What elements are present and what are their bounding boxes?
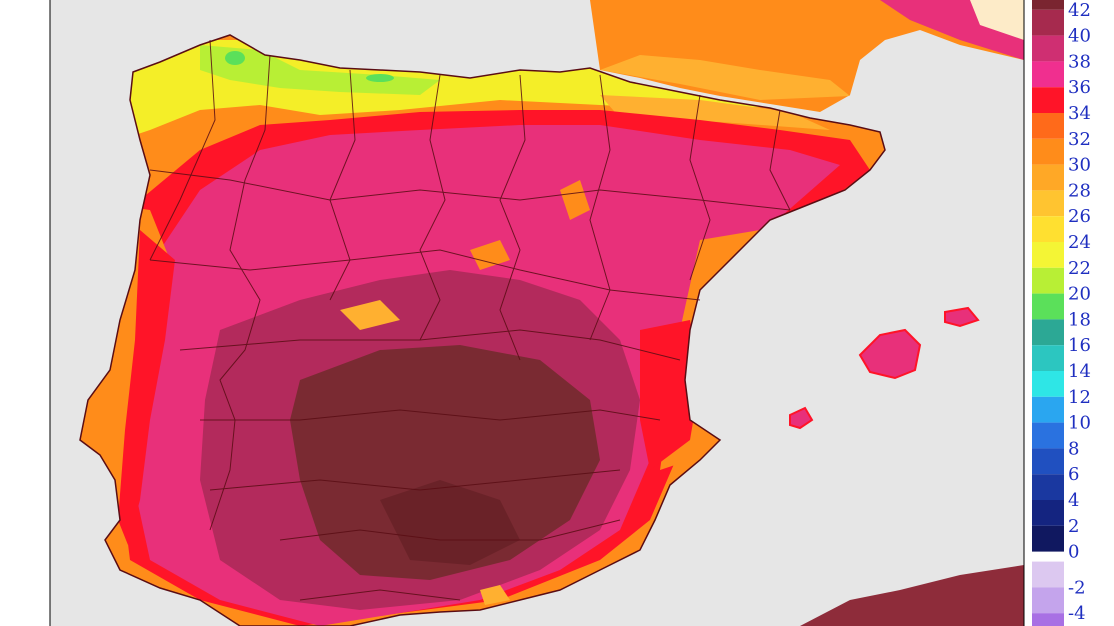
legend-label: 0 <box>1068 542 1079 563</box>
legend-label: 22 <box>1068 258 1091 279</box>
legend-swatch <box>1032 422 1064 449</box>
legend-swatch <box>1032 345 1064 371</box>
legend-swatch <box>1032 448 1064 475</box>
legend-swatch <box>1032 164 1064 191</box>
legend-label: 24 <box>1068 232 1091 253</box>
legend-swatch <box>1032 474 1064 500</box>
legend-swatch <box>1032 267 1064 294</box>
color-legend: 424038363432302826242220181614121086420-… <box>1032 0 1091 626</box>
legend-label: 6 <box>1068 464 1079 485</box>
legend-label: 14 <box>1068 361 1091 382</box>
ibiza <box>789 406 814 430</box>
legend-swatch <box>1032 293 1064 320</box>
legend-label: 2 <box>1068 516 1079 537</box>
legend-label: 42 <box>1068 0 1091 21</box>
legend-swatch <box>1032 216 1064 242</box>
legend-swatch <box>1032 113 1064 139</box>
legend-swatch <box>1032 242 1064 268</box>
legend-swatch <box>1032 561 1064 588</box>
legend-label: -4 <box>1068 603 1086 624</box>
province-borders <box>149 39 791 601</box>
legend-label: 36 <box>1068 77 1091 98</box>
legend-label: 28 <box>1068 180 1091 201</box>
legend-label: 20 <box>1068 284 1091 305</box>
legend-swatch <box>1032 61 1064 88</box>
mallorca <box>858 328 922 380</box>
legend-swatch <box>1032 396 1064 423</box>
legend-swatch <box>1032 9 1064 36</box>
legend-label: 26 <box>1068 206 1091 227</box>
map-layers <box>50 0 1024 626</box>
legend-label: 18 <box>1068 309 1091 330</box>
pyrenees-north <box>600 55 850 100</box>
legend-label: 10 <box>1068 413 1091 434</box>
legend-label: 40 <box>1068 26 1091 47</box>
legend-swatch <box>1032 0 1064 10</box>
legend-label: 8 <box>1068 438 1079 459</box>
menorca <box>944 306 980 328</box>
legend-swatch <box>1032 35 1064 62</box>
legend-label: 32 <box>1068 129 1091 150</box>
legend-swatch <box>1032 587 1064 614</box>
legend-swatch <box>1032 138 1064 165</box>
legend-label: 16 <box>1068 335 1091 356</box>
legend-swatch <box>1032 319 1064 346</box>
legend-label: 38 <box>1068 51 1091 72</box>
legend-swatch <box>1032 500 1064 526</box>
foreign-land <box>970 0 1024 40</box>
legend-label: 30 <box>1068 155 1091 176</box>
legend-label: 4 <box>1068 490 1079 511</box>
legend-swatch <box>1032 190 1064 217</box>
africa-region <box>800 565 1024 626</box>
legend-label: 12 <box>1068 387 1091 408</box>
legend-swatch <box>1032 371 1064 397</box>
legend-swatch <box>1032 87 1064 113</box>
legend-label: 34 <box>1068 103 1091 124</box>
legend-label: -2 <box>1068 577 1086 598</box>
legend-swatch <box>1032 525 1064 552</box>
legend-swatch <box>1032 613 1064 626</box>
